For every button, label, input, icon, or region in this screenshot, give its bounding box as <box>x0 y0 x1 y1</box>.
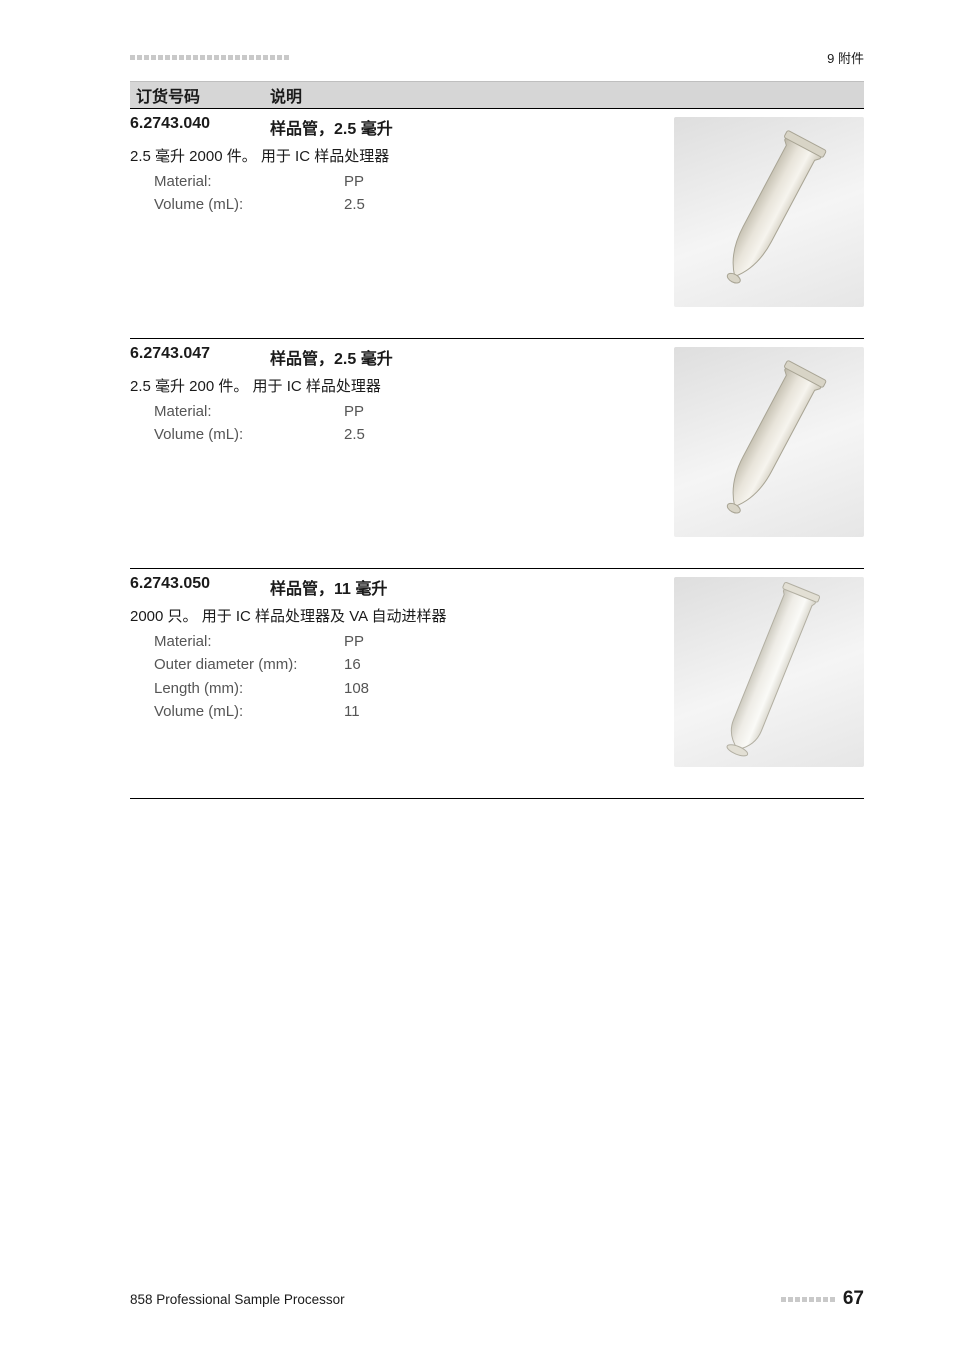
spec-label: Material: <box>154 400 344 423</box>
product-entry: 6.2743.040 样品管，2.5 毫升 2.5 毫升 2000 件。 用于 … <box>130 109 864 339</box>
product-image <box>674 347 864 537</box>
spec-label: Outer diameter (mm): <box>154 653 344 676</box>
tube-icon <box>683 577 854 767</box>
spec-value: PP <box>344 630 364 653</box>
product-name: 样品管，2.5 毫升 <box>270 115 393 139</box>
product-code: 6.2743.040 <box>130 115 270 139</box>
spec-label: Volume (mL): <box>154 423 344 446</box>
page-footer: 858 Professional Sample Processor 67 <box>130 1288 864 1310</box>
spec-row: Material: PP <box>130 170 664 193</box>
spec-row: Volume (mL): 2.5 <box>130 193 664 216</box>
product-code: 6.2743.047 <box>130 345 270 369</box>
spec-value: PP <box>344 400 364 423</box>
page-number: 67 <box>843 1288 864 1310</box>
product-desc: 2.5 毫升 2000 件。 用于 IC 样品处理器 <box>130 145 664 166</box>
spec-label: Material: <box>154 170 344 193</box>
spec-value: 2.5 <box>344 193 365 216</box>
spec-value: 108 <box>344 677 369 700</box>
spec-row: Volume (mL): 2.5 <box>130 423 664 446</box>
decorative-bars-left <box>130 55 289 60</box>
header-order-code: 订货号码 <box>130 83 270 107</box>
product-desc: 2.5 毫升 200 件。 用于 IC 样品处理器 <box>130 375 664 396</box>
spec-label: Length (mm): <box>154 677 344 700</box>
product-name: 样品管，11 毫升 <box>270 575 387 599</box>
spec-label: Material: <box>154 630 344 653</box>
product-name: 样品管，2.5 毫升 <box>270 345 393 369</box>
spec-row: Volume (mL): 11 <box>130 700 664 723</box>
spec-label: Volume (mL): <box>154 700 344 723</box>
decorative-bars-right <box>781 1297 835 1302</box>
tube-icon <box>676 117 862 307</box>
page-header-rule: 9 附件 <box>130 48 864 67</box>
spec-row: Outer diameter (mm): 16 <box>130 653 664 676</box>
product-image <box>674 117 864 307</box>
spec-value: PP <box>344 170 364 193</box>
spec-value: 2.5 <box>344 423 365 446</box>
table-header: 订货号码 说明 <box>130 81 864 109</box>
spec-row: Material: PP <box>130 630 664 653</box>
product-desc: 2000 只。 用于 IC 样品处理器及 VA 自动进样器 <box>130 605 664 626</box>
footer-product-name: 858 Professional Sample Processor <box>130 1292 345 1307</box>
product-image <box>674 577 864 767</box>
spec-value: 16 <box>344 653 361 676</box>
spec-value: 11 <box>344 700 360 723</box>
product-code: 6.2743.050 <box>130 575 270 599</box>
product-entry: 6.2743.047 样品管，2.5 毫升 2.5 毫升 200 件。 用于 I… <box>130 339 864 569</box>
header-description: 说明 <box>270 83 302 107</box>
spec-row: Length (mm): 108 <box>130 677 664 700</box>
spec-label: Volume (mL): <box>154 193 344 216</box>
product-entry: 6.2743.050 样品管，11 毫升 2000 只。 用于 IC 样品处理器… <box>130 569 864 799</box>
tube-icon <box>676 347 862 537</box>
section-label: 9 附件 <box>827 48 864 67</box>
spec-row: Material: PP <box>130 400 664 423</box>
